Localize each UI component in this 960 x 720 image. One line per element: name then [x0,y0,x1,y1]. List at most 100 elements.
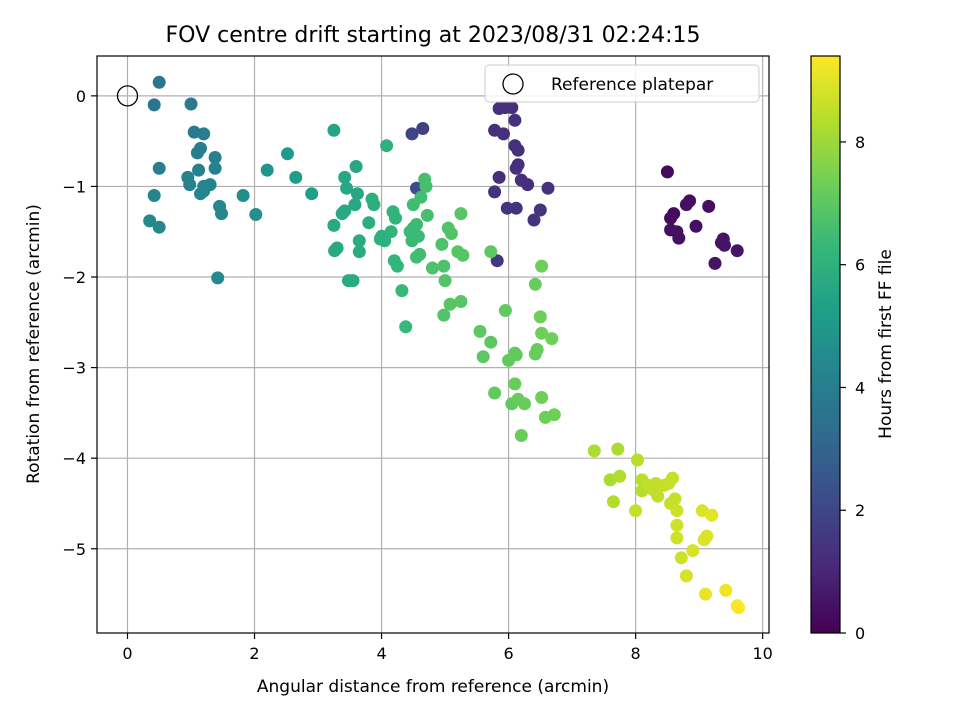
data-point [533,310,547,324]
data-point [208,151,222,164]
data-point [484,245,498,259]
data-point [352,234,366,248]
legend[interactable]: Reference platepar [484,64,760,103]
data-point [699,587,712,601]
data-point [437,259,451,273]
data-point [664,211,678,225]
data-point [152,75,166,89]
data-point [488,386,502,400]
data-point [444,227,458,240]
data-point [390,259,404,273]
data-point [683,194,697,208]
data-point [184,97,198,111]
data-point [443,297,457,311]
data-point [473,324,487,338]
data-point [454,207,468,221]
data-point [192,163,206,177]
data-point [215,207,228,221]
x-tick-label: 4 [376,644,386,663]
data-point [686,544,700,558]
data-point [530,343,544,356]
data-point [281,147,294,161]
colorbar-tick-label: 6 [855,256,865,275]
data-point [367,198,381,212]
data-point [587,444,601,458]
data-point [183,178,197,192]
x-tick-label: 8 [631,644,641,663]
data-point [674,551,688,565]
data-point [338,170,352,184]
data-point [705,508,719,522]
y-tick-label: −4 [62,449,86,468]
chart-title: FOV centre drift starting at 2023/08/31 … [166,23,701,48]
legend-entry-reference: Reference platepar [551,75,713,95]
data-point [260,163,274,177]
data-point [305,187,319,201]
colorbar-ticks: 0 2 4 6 8 [840,133,865,643]
data-point [147,189,161,202]
data-point [547,408,561,422]
data-point [702,199,716,213]
reference-point [116,85,139,107]
data-point [328,244,342,258]
data-point [384,225,398,239]
data-point [395,284,409,298]
colorbar-tick-label: 2 [855,501,865,520]
y-tick-label: −3 [62,359,86,378]
data-point [456,248,470,262]
data-point [730,244,744,258]
data-point [405,127,419,141]
data-point [420,208,434,222]
data-point [508,377,522,391]
data-point [528,277,542,291]
data-point [414,190,428,204]
data-point [410,218,423,231]
data-point [289,170,303,184]
data-point [348,198,362,212]
data-point [541,181,555,195]
data-point [380,139,394,153]
data-point [362,216,376,230]
x-axis-label: Angular distance from reference (arcmin) [257,677,609,697]
data-point [152,220,166,234]
y-tick-label: −5 [62,540,86,559]
data-point [197,127,211,141]
data-point [249,208,263,221]
data-point [236,189,250,202]
data-point [700,529,714,543]
data-point [498,304,512,317]
data-point [732,601,745,615]
data-point [454,295,468,308]
y-tick-label: −2 [62,268,86,287]
data-point [631,453,644,467]
data-point [521,178,535,192]
data-point [349,160,363,173]
data-point [194,141,207,155]
y-tick-label: 0 [76,87,86,106]
data-point [327,218,341,232]
data-point [719,583,733,597]
data-point [500,201,514,215]
data-point [514,429,528,442]
data-point [651,489,665,503]
colorbar-tick-label: 0 [855,624,865,643]
data-point [679,569,693,583]
data-point [340,181,354,195]
data-point [672,231,686,245]
data-point [492,170,506,184]
data-point [611,442,625,456]
data-point [208,161,222,175]
data-point [373,232,387,246]
data-point [399,320,413,334]
data-point [476,350,490,364]
data-point [405,234,419,248]
data-point [668,492,682,506]
colorbar [810,55,841,634]
data-point [335,207,349,221]
data-point [147,98,161,112]
data-point [211,271,225,285]
colorbar-tick-label: 4 [855,378,865,397]
legend-box [484,64,760,103]
data-point [346,274,360,288]
data-point [533,203,547,217]
